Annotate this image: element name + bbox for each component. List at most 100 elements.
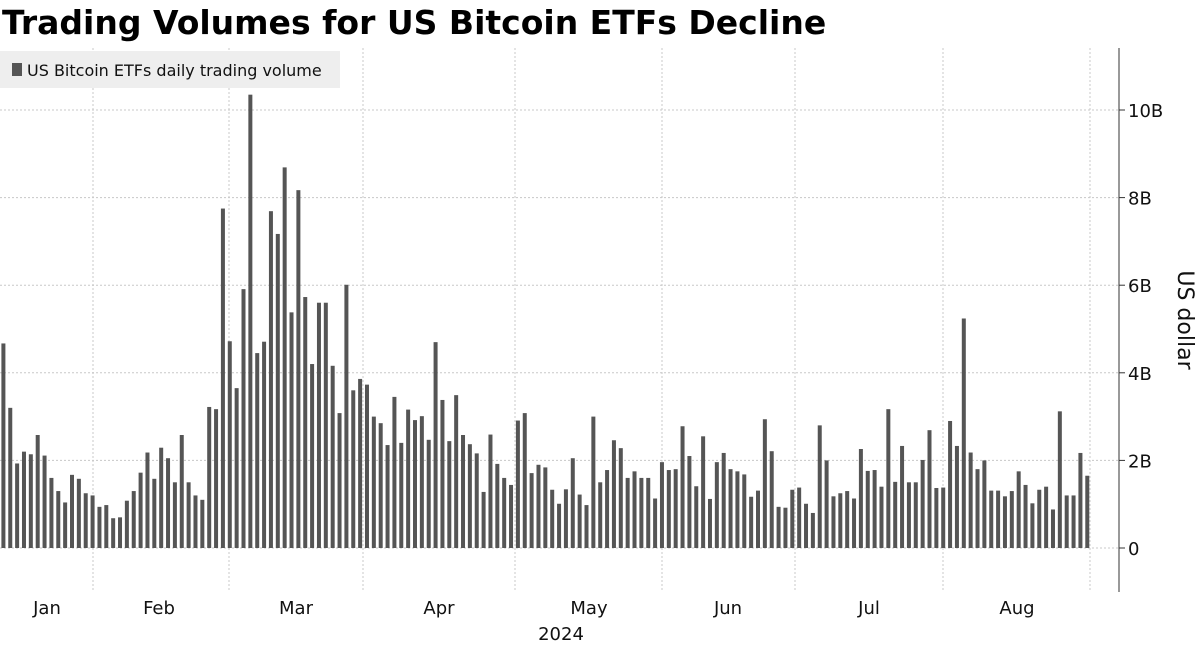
- volume-bar: [152, 478, 157, 548]
- volume-bar: [63, 502, 68, 548]
- volume-bar: [522, 413, 527, 548]
- volume-bar: [831, 496, 836, 548]
- volume-bar: [961, 318, 966, 548]
- volume-bar: [399, 442, 404, 548]
- volume-bar: [351, 390, 356, 548]
- legend-entry: US Bitcoin ETFs daily trading volume: [27, 61, 322, 80]
- volume-bar: [563, 489, 568, 548]
- volume-bar: [557, 503, 562, 548]
- volume-bar: [817, 425, 822, 548]
- volume-bar: [611, 440, 616, 548]
- volume-bar: [255, 353, 260, 548]
- volume-bar: [570, 458, 575, 548]
- volume-bar: [1071, 495, 1076, 548]
- volume-bar: [543, 467, 548, 548]
- volume-bar: [927, 430, 932, 548]
- volume-bar: [440, 399, 445, 548]
- volume-bar: [509, 484, 514, 548]
- volume-bar: [447, 441, 452, 548]
- volume-bar: [989, 490, 994, 548]
- x-tick-label: Apr: [423, 598, 455, 619]
- volume-bar: [461, 435, 466, 548]
- volume-bar: [70, 474, 74, 548]
- x-year-label: 2024: [538, 624, 584, 645]
- x-tick-label: Jun: [713, 598, 742, 619]
- volume-bar: [207, 406, 212, 548]
- volume-bar: [536, 464, 541, 548]
- volume-bar: [406, 409, 411, 548]
- x-tick-label: May: [570, 598, 608, 619]
- volume-bar: [632, 471, 637, 548]
- volume-bar: [111, 518, 116, 548]
- volume-bar: [200, 499, 205, 548]
- volume-bar: [735, 471, 740, 548]
- volume-bar: [605, 470, 610, 548]
- volume-bar: [577, 494, 582, 548]
- volume-bar: [707, 498, 712, 548]
- legend: US Bitcoin ETFs daily trading volume: [0, 51, 340, 88]
- x-tick-label: Jan: [32, 598, 61, 619]
- volume-bar: [886, 409, 891, 548]
- volume-bar: [721, 452, 726, 548]
- volume-bar: [954, 445, 959, 548]
- volume-bar: [598, 482, 603, 548]
- volume-bar: [138, 472, 143, 548]
- volume-bar: [433, 342, 438, 548]
- volume-bar: [625, 477, 630, 548]
- volume-bar: [118, 517, 123, 548]
- volume-bar: [296, 190, 301, 548]
- volume-bar: [762, 419, 767, 548]
- volume-bar: [76, 478, 81, 548]
- volume-bar: [83, 493, 88, 548]
- volume-bar: [1078, 452, 1083, 548]
- volume-bar: [591, 416, 596, 548]
- volume-bar: [234, 388, 239, 548]
- volume-bar: [982, 460, 987, 548]
- volume-bar: [968, 452, 973, 548]
- volume-bar: [282, 167, 287, 548]
- x-tick-label: Feb: [143, 598, 175, 619]
- volume-bar: [515, 420, 520, 548]
- volume-bar: [488, 434, 493, 548]
- volume-bar: [268, 211, 273, 548]
- volume-bar: [227, 341, 232, 548]
- volume-bar: [790, 489, 795, 548]
- volume-bar: [1050, 509, 1055, 548]
- volume-bar: [42, 455, 47, 548]
- volume-bar: [262, 341, 267, 548]
- volume-bar: [687, 456, 692, 548]
- volume-bar: [838, 493, 843, 548]
- volume-bar: [941, 487, 946, 548]
- volume-bar: [426, 439, 431, 548]
- volume-bar: [275, 233, 280, 548]
- volume-bar: [529, 473, 534, 548]
- bars: [1, 94, 1090, 549]
- volume-bar: [550, 489, 555, 548]
- volume-bar: [495, 463, 500, 548]
- volume-bar: [310, 364, 315, 548]
- volume-bar: [90, 495, 95, 548]
- volume-bar: [749, 496, 754, 548]
- volume-bar: [1064, 495, 1069, 548]
- volume-bar: [618, 448, 623, 548]
- volume-bar: [323, 302, 328, 548]
- volume-bar: [769, 451, 774, 548]
- legend-background: [0, 51, 340, 88]
- volume-bar: [1030, 503, 1035, 548]
- volume-bar: [481, 491, 486, 548]
- axes: 0 2B 4B 6B 8B 10B Jan Feb Mar Apr May Jun Jul Aug: [32, 48, 1163, 619]
- volume-bar: [852, 498, 857, 548]
- volume-bar: [666, 470, 671, 548]
- volume-bar: [145, 452, 150, 548]
- volume-bar: [653, 498, 658, 548]
- volume-bar: [56, 491, 61, 548]
- volume-bar: [1085, 475, 1090, 548]
- volume-bar: [934, 487, 939, 548]
- volume-bar: [358, 378, 363, 548]
- volume-bar: [701, 436, 706, 548]
- volume-bar: [893, 481, 898, 548]
- volume-bar: [214, 409, 219, 548]
- volume-bar: [646, 477, 651, 548]
- chart-title: Trading Volumes for US Bitcoin ETFs Decl…: [2, 3, 826, 42]
